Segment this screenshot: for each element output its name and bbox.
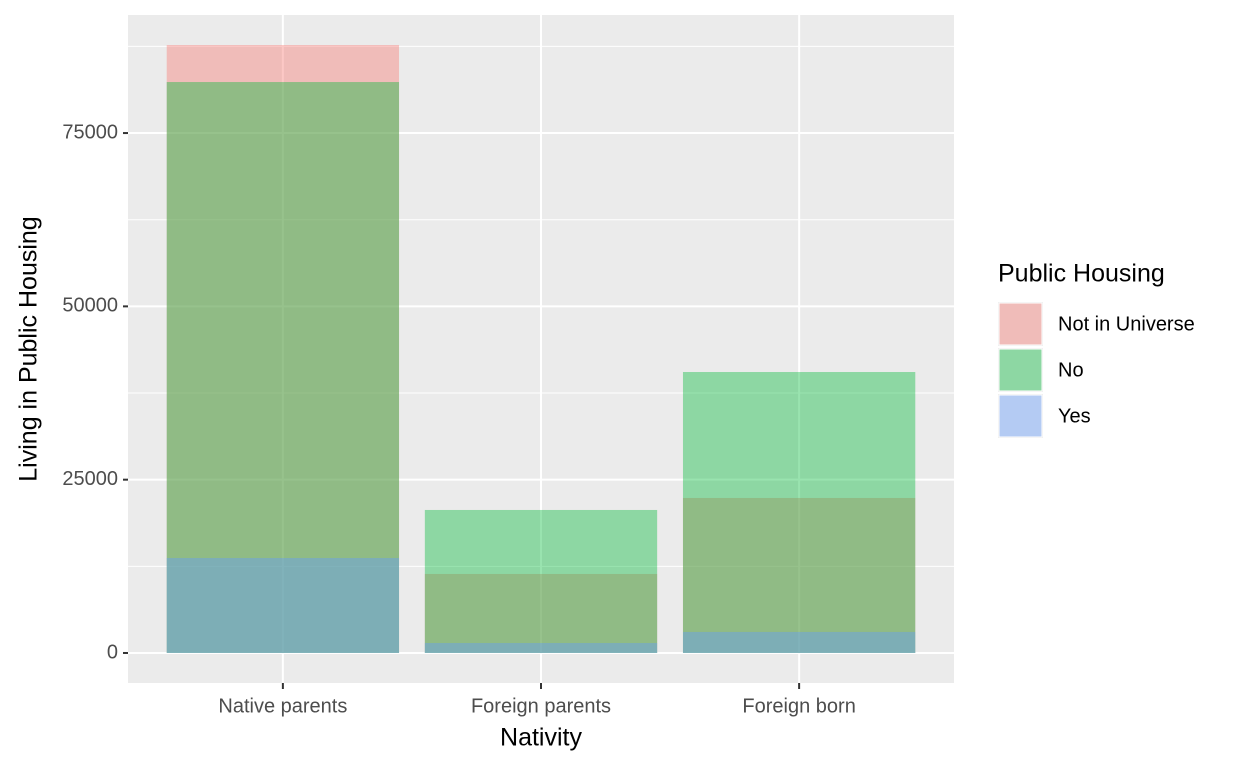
bar — [166, 82, 400, 653]
x-tick-label: Native parents — [218, 695, 347, 717]
bar — [682, 372, 916, 653]
bar — [166, 558, 400, 653]
x-tick-label: Foreign born — [742, 695, 855, 717]
legend-key — [998, 302, 1043, 346]
bar — [424, 509, 658, 653]
x-tick-label: Foreign parents — [471, 695, 611, 717]
legend-label: Yes — [1058, 405, 1091, 427]
legend-key — [998, 348, 1043, 392]
bar — [424, 573, 658, 653]
legend-label: No — [1058, 359, 1084, 381]
x-axis-title: Nativity — [500, 724, 582, 752]
y-tick-label: 50000 — [62, 295, 118, 317]
y-tick-label: 25000 — [62, 468, 118, 490]
y-axis-title: Living in Public Housing — [15, 216, 43, 481]
y-tick-label: 75000 — [62, 121, 118, 143]
legend-key — [998, 394, 1043, 438]
legend-label: Not in Universe — [1058, 313, 1195, 335]
legend-key-bg — [998, 394, 1043, 438]
legend-key-bg — [998, 348, 1043, 392]
bar — [166, 45, 400, 653]
y-tick-label: 0 — [107, 641, 118, 663]
legend-title: Public Housing — [998, 260, 1165, 288]
bar — [682, 631, 916, 653]
bar — [682, 497, 916, 653]
bar — [424, 643, 658, 653]
legend-key-bg — [998, 302, 1043, 346]
